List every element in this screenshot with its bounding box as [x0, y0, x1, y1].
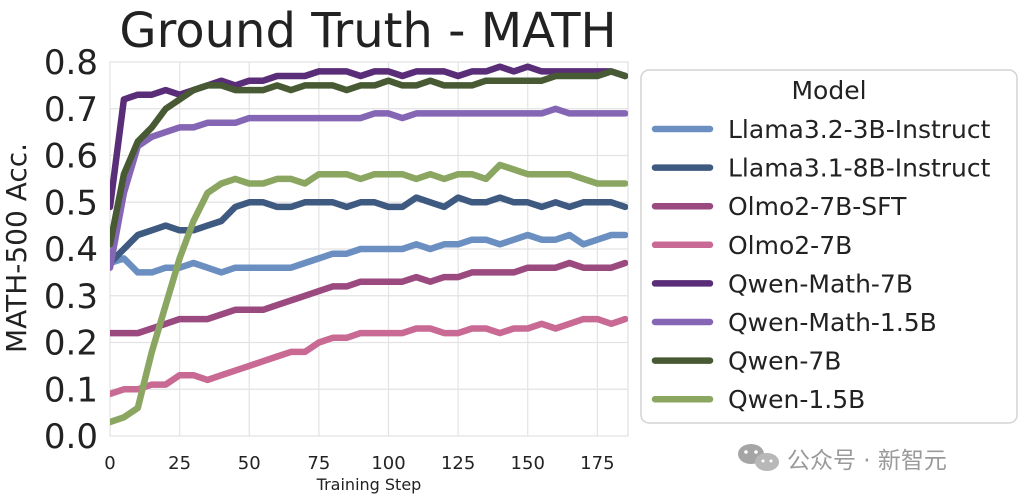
legend-item-llama3-2-3b-instruct: Llama3.2-3B-Instruct [651, 115, 991, 144]
legend-box [640, 69, 1018, 424]
series-line-qwen-1-5b [110, 161, 628, 426]
series-line-qwen-7b [110, 68, 628, 248]
series-line-llama3-2-3b-instruct [110, 231, 628, 276]
y-tick-label: 0.5 [44, 183, 98, 223]
y-tick-label: 0.4 [44, 230, 98, 270]
legend-items: Llama3.2-3B-Instruct Llama3.1-8B-Instruct… [651, 115, 991, 414]
y-tick-label: 0.6 [44, 137, 98, 177]
chart-title: Ground Truth - MATH [119, 3, 616, 59]
legend-item-llama3-1-8b-instruct: Llama3.1-8B-Instruct [651, 154, 991, 183]
legend-label: Qwen-7B [728, 347, 841, 376]
y-tick-label: 0.8 [44, 43, 98, 83]
watermark-text: 公众号 · 新智元 [787, 448, 947, 474]
x-tick-label: 150 [511, 453, 545, 474]
watermark: 公众号 · 新智元 [738, 444, 947, 474]
legend-label: Qwen-Math-1.5B [728, 308, 937, 337]
plot-area [109, 61, 629, 437]
x-tick-label: 0 [104, 453, 115, 474]
legend-label: Llama3.1-8B-Instruct [728, 154, 991, 183]
y-tick-label: 0.7 [44, 90, 98, 130]
x-tick-label: 125 [441, 453, 475, 474]
series-line-olmo2-7b-sft [110, 259, 628, 337]
y-tick-label: 0.3 [44, 277, 98, 317]
y-tick-label: 0.1 [44, 370, 98, 410]
legend-item-qwen-math-7b: Qwen-Math-7B [651, 269, 913, 298]
legend-item-olmo2-7b: Olmo2-7B [651, 231, 852, 260]
legend-item-qwen-math-1-5b: Qwen-Math-1.5B [651, 308, 937, 337]
y-axis-label: MATH-500 Acc. [0, 143, 33, 353]
x-tick-label: 50 [238, 453, 261, 474]
legend-item-qwen-1-5b: Qwen-1.5B [651, 385, 865, 414]
x-axis-label: Training Step [316, 475, 422, 494]
x-axis: 0 25 50 75 100 125 150 175 [104, 453, 614, 474]
series-line-llama3-1-8b-instruct [110, 194, 628, 267]
x-tick-label: 100 [371, 453, 405, 474]
series-line-olmo2-7b [110, 315, 628, 398]
y-tick-label: 0.2 [44, 324, 98, 364]
y-axis: 0.0 0.1 0.2 0.3 0.4 0.5 0.6 0.7 0.8 [44, 43, 98, 457]
x-tick-label: 25 [168, 453, 191, 474]
legend-title: Model [791, 76, 866, 105]
wechat-icon [738, 444, 779, 471]
x-tick-label: 75 [307, 453, 330, 474]
series-line-qwen-math-1-5b [110, 105, 628, 271]
legend-label: Olmo2-7B [728, 231, 852, 260]
legend-label: Olmo2-7B-SFT [728, 192, 907, 221]
legend-label: Qwen-1.5B [728, 385, 865, 414]
legend-item-qwen-7b: Qwen-7B [651, 347, 841, 376]
legend-label: Qwen-Math-7B [728, 269, 913, 298]
series-layer [110, 63, 628, 426]
legend-item-olmo2-7b-sft: Olmo2-7B-SFT [651, 192, 907, 221]
y-tick-label: 0.0 [44, 417, 98, 457]
x-tick-label: 175 [580, 453, 614, 474]
legend-label: Llama3.2-3B-Instruct [728, 115, 991, 144]
legend: Model Llama3.2-3B-Instruct Llama3.1-8B-In… [640, 69, 1018, 424]
